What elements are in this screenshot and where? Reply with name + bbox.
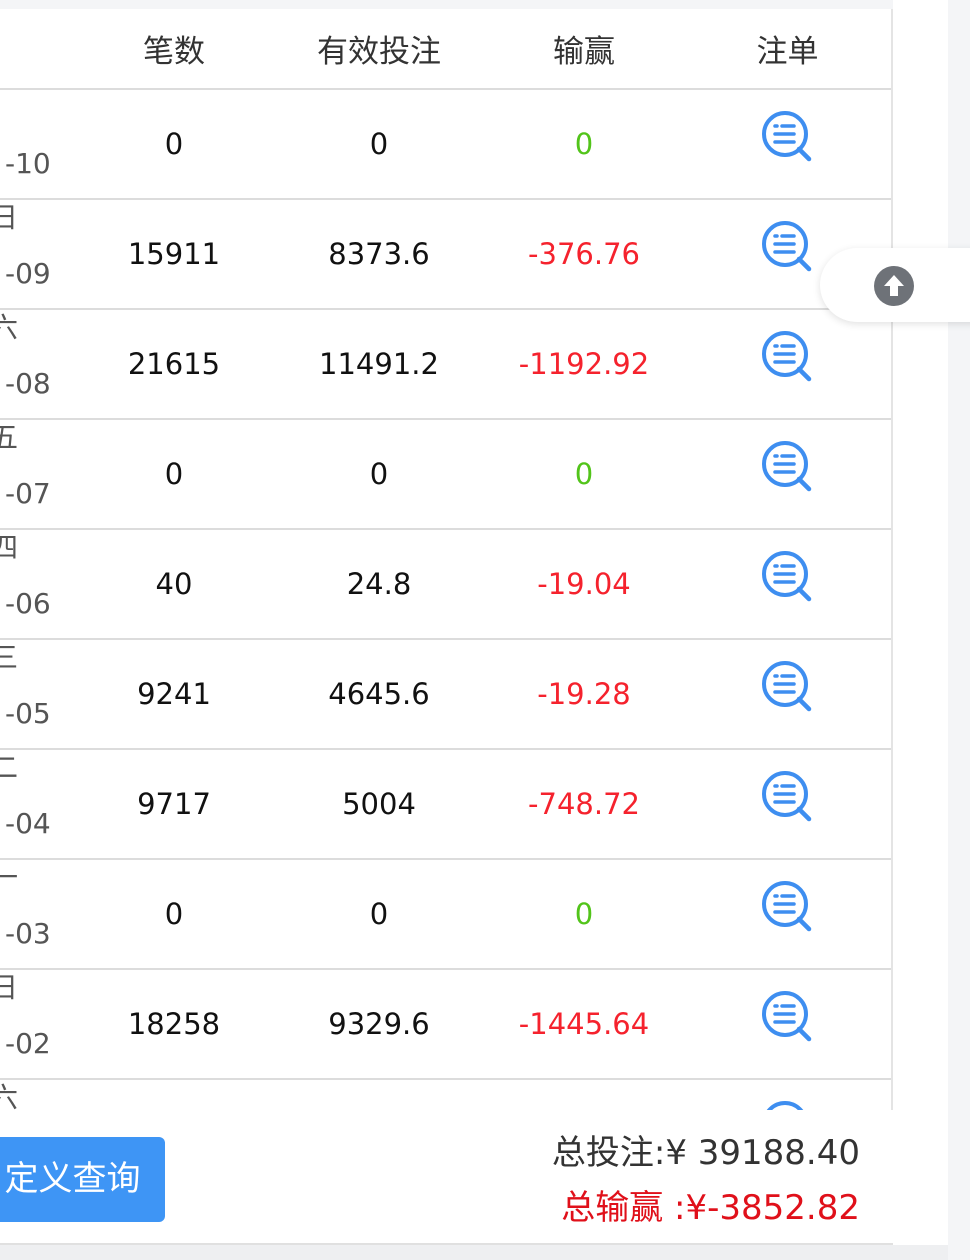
header-detail: 注单 <box>756 34 819 70</box>
row-valid-bet: 4645.6 <box>328 677 430 711</box>
table-row: -10 日 0 0 0 <box>0 90 891 232</box>
row-win-loss: 0 <box>574 457 594 491</box>
scroll-to-top-button[interactable] <box>820 248 970 322</box>
row-weekday: 六 <box>0 1084 18 1111</box>
row-count: 15911 <box>127 237 221 271</box>
total-win-loss: 总输赢 :¥-3852.82 <box>561 1188 860 1228</box>
row-weekday: 一 <box>0 864 18 892</box>
row-win-loss: -19.04 <box>537 567 631 601</box>
row-count: 0 <box>164 457 184 491</box>
row-count: 0 <box>164 127 184 161</box>
row-win-loss: -19.28 <box>537 677 631 711</box>
row-date: -07 <box>5 477 51 510</box>
row-valid-bet: 11491.2 <box>319 347 439 381</box>
header-win-loss: 输赢 <box>553 34 615 70</box>
table-row: -08 五 21615 11491.2 -1192.92 <box>0 310 891 452</box>
row-win-loss: -748.72 <box>528 787 640 821</box>
table-header: 笔数 有效投注 输赢 注单 <box>0 9 891 90</box>
table-row: -02 六 18258 9329.6 -1445.64 <box>0 970 891 1110</box>
right-gutter <box>948 0 970 1260</box>
row-valid-bet: 0 <box>369 127 389 161</box>
header-count: 笔数 <box>143 34 205 70</box>
row-weekday: 五 <box>0 424 18 452</box>
row-weekday: 六 <box>0 314 18 342</box>
search-list-icon[interactable] <box>760 109 816 172</box>
row-valid-bet: 8373.6 <box>328 237 430 271</box>
row-date: -06 <box>5 587 51 620</box>
row-date: -08 <box>5 367 51 400</box>
search-list-icon[interactable] <box>760 1099 816 1110</box>
table-row: -05 二 9241 4645.6 -19.28 <box>0 640 891 782</box>
row-weekday: 日 <box>0 974 18 1002</box>
row-count: 9241 <box>137 677 211 711</box>
row-date: -05 <box>5 697 51 730</box>
search-list-icon[interactable] <box>760 549 816 612</box>
table-row: -01 <box>0 1080 891 1110</box>
row-weekday: 日 <box>0 204 18 232</box>
total-bet: 总投注:¥ 39188.40 <box>551 1133 860 1173</box>
row-valid-bet: 24.8 <box>346 567 412 601</box>
table-row: -04 一 9717 5004 -748.72 <box>0 750 891 892</box>
row-date: -02 <box>5 1027 51 1060</box>
header-valid-bet: 有效投注 <box>317 34 441 70</box>
search-list-icon[interactable] <box>760 329 816 392</box>
table-row: -06 三 40 24.8 -19.04 <box>0 530 891 672</box>
row-win-loss: 0 <box>574 897 594 931</box>
row-count: 40 <box>155 567 193 601</box>
row-valid-bet: 5004 <box>342 787 416 821</box>
row-date: -03 <box>5 917 51 950</box>
top-band <box>0 0 893 9</box>
row-win-loss: -1445.64 <box>518 1007 650 1041</box>
search-list-icon[interactable] <box>760 659 816 722</box>
report-table: 笔数 有效投注 输赢 注单 -10 日 0 0 0 -09 六 15911 8373… <box>0 9 893 1110</box>
table-row: -09 六 15911 8373.6 -376.76 <box>0 200 891 342</box>
row-count: 21615 <box>127 347 221 381</box>
row-valid-bet: 9329.6 <box>328 1007 430 1041</box>
row-valid-bet: 0 <box>369 897 389 931</box>
row-count: 9717 <box>137 787 211 821</box>
row-count: 18258 <box>127 1007 221 1041</box>
search-list-icon[interactable] <box>760 769 816 832</box>
row-date: -04 <box>5 807 51 840</box>
row-weekday: 二 <box>0 754 18 782</box>
row-weekday: 四 <box>0 534 18 562</box>
search-list-icon[interactable] <box>760 439 816 502</box>
summary-footer: 定义查询 总投注:¥ 39188.40 总输赢 :¥-3852.82 <box>0 1110 893 1245</box>
row-date: -10 <box>5 147 51 180</box>
row-count: 0 <box>164 897 184 931</box>
search-list-icon[interactable] <box>760 879 816 942</box>
table-row: -03 日 0 0 0 <box>0 860 891 1002</box>
search-list-icon[interactable] <box>760 219 816 282</box>
table-row: -07 四 0 0 0 <box>0 420 891 562</box>
row-win-loss: -376.76 <box>528 237 640 271</box>
row-win-loss: 0 <box>574 127 594 161</box>
totals: 总投注:¥ 39188.40 总输赢 :¥-3852.82 <box>552 1126 860 1236</box>
arrow-up-circle-icon <box>874 266 914 306</box>
row-win-loss: -1192.92 <box>518 347 650 381</box>
row-weekday: 三 <box>0 644 18 672</box>
search-list-icon[interactable] <box>760 989 816 1052</box>
row-valid-bet: 0 <box>369 457 389 491</box>
custom-query-button[interactable]: 定义查询 <box>0 1137 165 1222</box>
bottom-band <box>0 1245 948 1260</box>
row-date: -09 <box>5 257 51 290</box>
